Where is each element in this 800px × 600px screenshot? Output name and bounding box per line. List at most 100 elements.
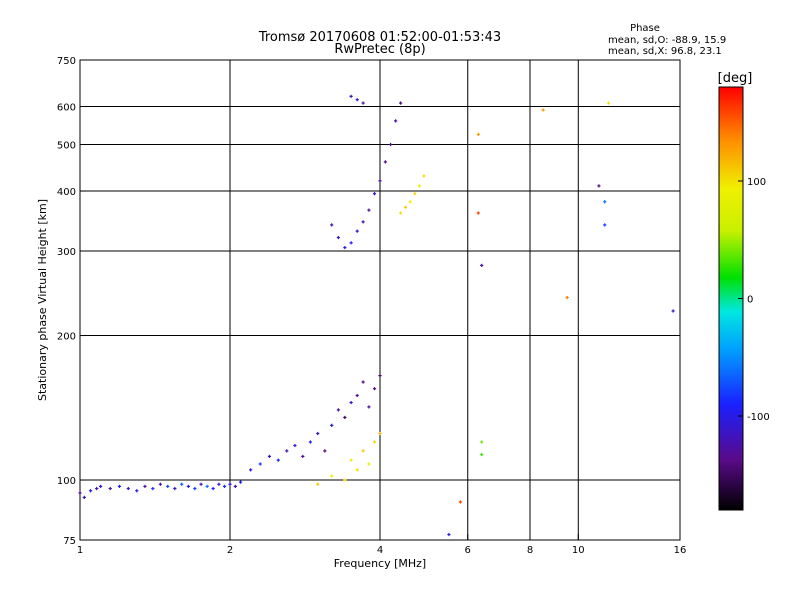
data-point [343, 415, 347, 420]
x-tick-label: 4 [377, 545, 383, 556]
data-point [316, 431, 320, 436]
colorbar-label: [deg] [718, 71, 753, 86]
data-point [258, 462, 262, 466]
data-point [403, 205, 408, 209]
data-point [372, 440, 377, 444]
data-point [193, 486, 197, 491]
data-point [378, 374, 382, 378]
data-point [541, 108, 545, 112]
x-tick-label: 6 [465, 545, 471, 556]
data-point [78, 491, 82, 495]
data-point [336, 408, 340, 412]
data-point [422, 174, 426, 178]
data-point [480, 440, 484, 444]
data-point [603, 200, 607, 204]
data-point [180, 482, 184, 486]
data-point [388, 142, 393, 147]
data-point [205, 484, 209, 488]
data-point [399, 101, 403, 105]
data-point [361, 220, 365, 224]
data-point [158, 482, 163, 486]
data-point [343, 245, 347, 250]
data-point [228, 482, 232, 486]
x-axis-label: Frequency [MHz] [334, 557, 426, 570]
data-point [308, 440, 313, 444]
data-point [408, 200, 412, 204]
data-point [355, 393, 359, 398]
data-point [233, 484, 237, 488]
x-tick-label: 16 [674, 545, 687, 556]
data-point [173, 486, 177, 491]
data-point [217, 482, 221, 486]
y-tick-label: 300 [57, 247, 76, 258]
data-point [361, 449, 365, 453]
data-point [480, 452, 484, 457]
data-point [349, 458, 353, 462]
x-tick-label: 10 [572, 545, 585, 556]
y-tick-label: 100 [57, 476, 76, 487]
data-point [88, 489, 93, 493]
grid-lines [80, 60, 680, 540]
data-point [267, 454, 272, 459]
data-point [330, 474, 334, 478]
data-point [222, 484, 227, 488]
data-point [383, 160, 387, 164]
y-tick-label: 500 [57, 141, 76, 152]
y-tick-label: 750 [57, 56, 76, 67]
data-point [126, 486, 130, 491]
data-point [238, 480, 243, 484]
data-point [349, 400, 353, 405]
data-point [361, 380, 365, 384]
data-point [671, 309, 675, 313]
x-tick-label: 2 [227, 545, 233, 556]
data-point [330, 223, 334, 227]
data-point [276, 458, 280, 462]
data-point [399, 211, 403, 215]
data-point [343, 478, 347, 482]
data-point [316, 482, 320, 486]
colorbar-tick-label: 0 [747, 295, 753, 306]
stats-heading: Phase [630, 23, 660, 34]
data-point [367, 462, 371, 466]
data-point [476, 211, 480, 215]
y-tick-label: 75 [63, 536, 76, 547]
data-point [349, 94, 353, 98]
data-point [323, 449, 327, 453]
data-point [211, 486, 215, 491]
data-point [301, 454, 305, 459]
data-point [447, 532, 451, 537]
chart-title: Tromsø 20170608 01:52:00-01:53:43 [258, 30, 501, 45]
data-point [108, 486, 112, 491]
y-tick-label: 400 [57, 187, 76, 198]
data-point [367, 208, 371, 212]
colorbar-tick-label: -100 [747, 412, 770, 423]
data-point [367, 405, 371, 409]
data-point [361, 101, 365, 105]
data-point [417, 184, 422, 188]
data-point [249, 468, 253, 472]
data-point [355, 468, 359, 472]
data-point [372, 192, 377, 196]
stats-line-o: mean, sd,O: -88.9, 15.9 [608, 35, 726, 46]
data-point [597, 184, 601, 188]
data-point [135, 489, 139, 493]
data-points [78, 94, 675, 537]
data-point [99, 484, 103, 488]
data-point [372, 387, 377, 391]
data-point [199, 482, 203, 486]
x-tick-label: 8 [527, 545, 533, 556]
chart-subtitle: RwPretec (8p) [334, 42, 425, 57]
colorbar-ticks: 100 0 -100 [738, 177, 770, 423]
data-point [82, 495, 86, 500]
data-point [151, 486, 155, 491]
data-point [476, 132, 480, 136]
y-tick-label: 600 [57, 103, 76, 114]
data-point [355, 229, 359, 233]
axis-ticks: 1 2 4 6 8 10 16 75 100 200 300 400 500 600 750 [57, 56, 686, 556]
data-point [95, 486, 99, 491]
y-tick-label: 200 [57, 332, 76, 343]
data-point [166, 484, 170, 488]
data-point [349, 241, 353, 245]
stats-line-x: mean, sd,X: 96.8, 23.1 [608, 46, 722, 57]
